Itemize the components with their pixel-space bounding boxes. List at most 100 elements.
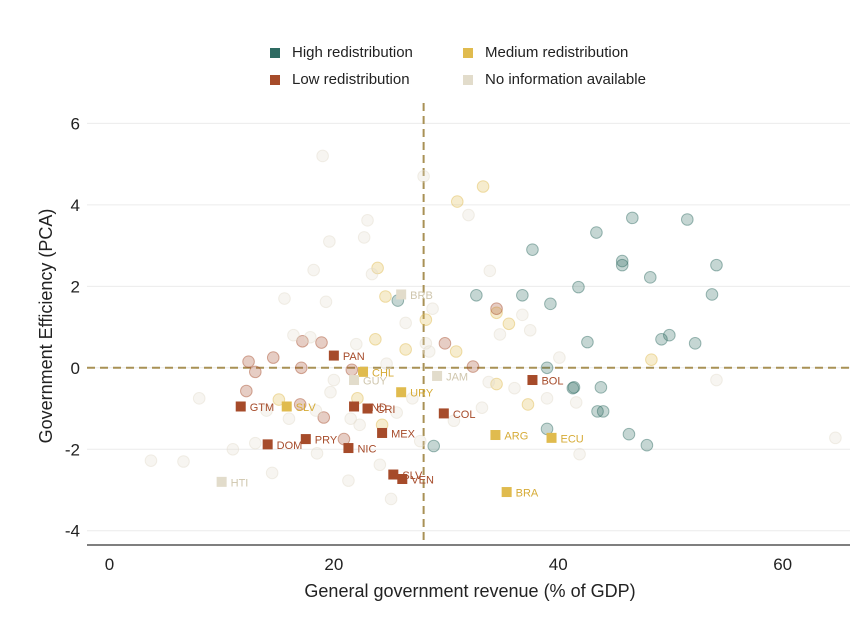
scatter-point-background xyxy=(260,404,273,417)
scatter-point-background xyxy=(523,324,537,337)
scatter-point-background xyxy=(516,288,529,302)
scatter-point-background xyxy=(310,447,324,460)
scatter-point-background xyxy=(344,412,357,426)
scatter-point-background xyxy=(615,254,629,268)
point-label: HTI xyxy=(231,477,249,489)
scatter-point-background xyxy=(640,438,654,452)
point-label: PAN xyxy=(343,351,365,363)
scatter-point-background xyxy=(413,434,427,448)
legend-label-low: Low redistribution xyxy=(292,71,410,88)
scatter-point-marker xyxy=(490,430,501,441)
scatter-point-background xyxy=(572,280,585,294)
scatter-point-marker xyxy=(388,469,399,480)
scatter-point-background xyxy=(417,170,430,183)
scatter-point-background xyxy=(643,271,657,284)
x-tick-label: 0 xyxy=(105,555,114,574)
scatter-point-background xyxy=(353,418,366,432)
scatter-point-background xyxy=(622,427,636,441)
point-label: PRY xyxy=(315,435,338,447)
scatter-point-background xyxy=(422,345,436,358)
scatter-point-background xyxy=(526,243,539,256)
scatter-point-background xyxy=(380,357,393,371)
scatter-point-background xyxy=(645,353,658,366)
scatter-point-background xyxy=(357,231,371,244)
scatter-point-marker xyxy=(216,476,227,487)
legend-label-high: High redistribution xyxy=(292,44,413,61)
scatter-point-background xyxy=(566,381,580,395)
scatter-point-background xyxy=(177,455,190,468)
scatter-point-background xyxy=(303,330,317,344)
scatter-point-background xyxy=(144,454,158,467)
scatter-point-background xyxy=(399,343,412,356)
scatter-point-marker xyxy=(328,350,339,361)
y-axis-title: Government Efficiency (PCA) xyxy=(36,209,56,444)
scatter-point-marker xyxy=(349,375,360,386)
reference-lines xyxy=(87,103,850,545)
scatter-point-marker xyxy=(281,401,292,412)
scatter-point-background xyxy=(278,292,291,305)
scatter-point-background xyxy=(369,332,382,346)
scatter-point-background xyxy=(475,401,489,415)
scatter-point-background xyxy=(490,377,503,391)
point-label: BRA xyxy=(516,488,539,500)
scatter-point-background xyxy=(502,317,516,331)
scatter-point-marker xyxy=(358,366,369,377)
legend-swatch-no-info xyxy=(463,74,473,85)
background-points xyxy=(144,149,842,506)
scatter-point-background xyxy=(553,351,566,364)
scatter-point-background xyxy=(544,297,557,311)
legend-label-no-info: No information available xyxy=(485,71,646,88)
y-tick-label: 4 xyxy=(71,196,80,215)
scatter-point-background xyxy=(569,396,583,409)
scatter-point-background xyxy=(296,335,309,348)
scatter-point-background xyxy=(450,195,464,208)
scatter-point-background xyxy=(590,226,603,239)
scatter-point-background xyxy=(470,288,483,302)
scatter-point-background xyxy=(581,335,594,349)
scatter-point-background xyxy=(482,375,495,389)
point-label: BRB xyxy=(410,290,433,302)
scatter-point-background xyxy=(287,328,300,342)
legend-item-high: High redistribution xyxy=(270,44,413,61)
scatter-point-background xyxy=(426,302,439,316)
chart-legend: High redistribution Medium redistributio… xyxy=(0,40,860,92)
scatter-point-background xyxy=(540,361,554,375)
scatter-point-background xyxy=(594,381,608,394)
point-label: GUY xyxy=(363,376,388,388)
scatter-point-background xyxy=(447,414,461,428)
scatter-point-background xyxy=(316,149,329,163)
scatter-point-background xyxy=(508,381,521,395)
scatter-point-background xyxy=(688,337,702,350)
point-label: BOL xyxy=(541,376,563,388)
scatter-point-background xyxy=(309,404,323,417)
scatter-point-background xyxy=(365,267,379,281)
point-label: VEN xyxy=(411,475,434,487)
y-tick-label: 2 xyxy=(71,277,80,296)
scatter-point-background xyxy=(829,431,842,445)
scatter-point-marker xyxy=(432,370,443,381)
point-label: SLV xyxy=(402,470,423,482)
scatter-point-background xyxy=(371,261,384,275)
scatter-point-background xyxy=(265,466,279,480)
scatter-point-background xyxy=(373,458,387,472)
point-label: NIC xyxy=(357,444,376,456)
legend-item-low: Low redistribution xyxy=(270,71,410,88)
scatter-point-background xyxy=(573,447,586,461)
scatter-point-marker xyxy=(349,401,360,412)
scatter-point-marker xyxy=(546,432,557,443)
scatter-point-background xyxy=(521,398,535,411)
scatter-point-marker xyxy=(396,387,407,398)
scatter-point-background xyxy=(249,436,262,450)
scatter-point-marker xyxy=(527,375,538,386)
scatter-point-background xyxy=(449,345,463,358)
scatter-point-background xyxy=(327,373,341,387)
legend-item-medium: Medium redistribution xyxy=(463,44,628,61)
scatter-point-background xyxy=(710,258,723,272)
scatter-point-background xyxy=(596,405,610,418)
legend-label-medium: Medium redistribution xyxy=(485,44,629,61)
legend-swatch-low xyxy=(270,74,280,85)
scatter-point-background xyxy=(384,492,398,506)
scatter-point-background xyxy=(242,355,255,368)
scatter-point-background xyxy=(282,412,296,426)
